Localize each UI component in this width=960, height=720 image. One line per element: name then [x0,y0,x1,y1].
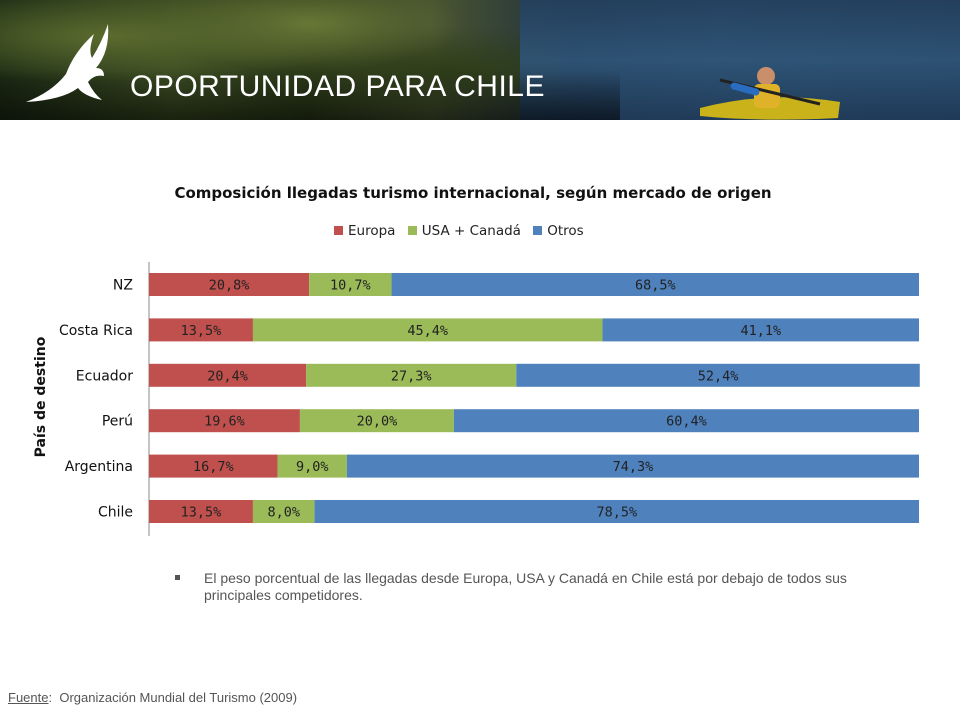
bullet-square-icon [175,575,180,580]
data-label-peru-europa: 19,6% [204,414,245,430]
data-label-peru-usa-canada: 20,0% [357,414,398,430]
data-label-nz-europa: 20,8% [209,278,250,294]
data-label-ecuador-otros: 52,4% [698,368,739,384]
source-footer: Fuente: Organización Mundial del Turismo… [8,690,297,705]
category-label-ecuador: Ecuador [76,368,133,384]
category-label-costa-rica: Costa Rica [59,323,133,339]
category-label-nz: NZ [113,278,133,294]
data-label-costa-rica-europa: 13,5% [181,323,222,339]
data-label-chile-otros: 78,5% [596,505,637,521]
source-colon: : [48,690,59,705]
data-label-argentina-otros: 74,3% [613,459,654,475]
category-label-peru: Perú [102,414,133,430]
data-label-argentina-usa-canada: 9,0% [296,459,329,475]
data-label-argentina-europa: 16,7% [193,459,234,475]
source-text: Organización Mundial del Turismo (2009) [59,690,297,705]
data-label-peru-otros: 60,4% [666,414,707,430]
bullet-note: El peso porcentual de las llegadas desde… [175,570,875,604]
data-label-ecuador-usa-canada: 27,3% [391,368,432,384]
data-label-costa-rica-usa-canada: 45,4% [407,323,448,339]
bullet-note-text: El peso porcentual de las llegadas desde… [204,570,875,604]
data-label-nz-otros: 68,5% [635,278,676,294]
data-label-chile-usa-canada: 8,0% [267,505,300,521]
data-label-costa-rica-otros: 41,1% [740,323,781,339]
source-label: Fuente [8,690,48,705]
data-label-chile-europa: 13,5% [181,505,222,521]
data-label-nz-usa-canada: 10,7% [330,278,371,294]
data-label-ecuador-europa: 20,4% [207,368,248,384]
category-label-argentina: Argentina [65,459,133,475]
category-label-chile: Chile [98,505,133,521]
stacked-bar-chart: NZ 20,8% 10,7% 68,5% Costa Rica 13,5% 45,4% 41,… [0,0,960,720]
